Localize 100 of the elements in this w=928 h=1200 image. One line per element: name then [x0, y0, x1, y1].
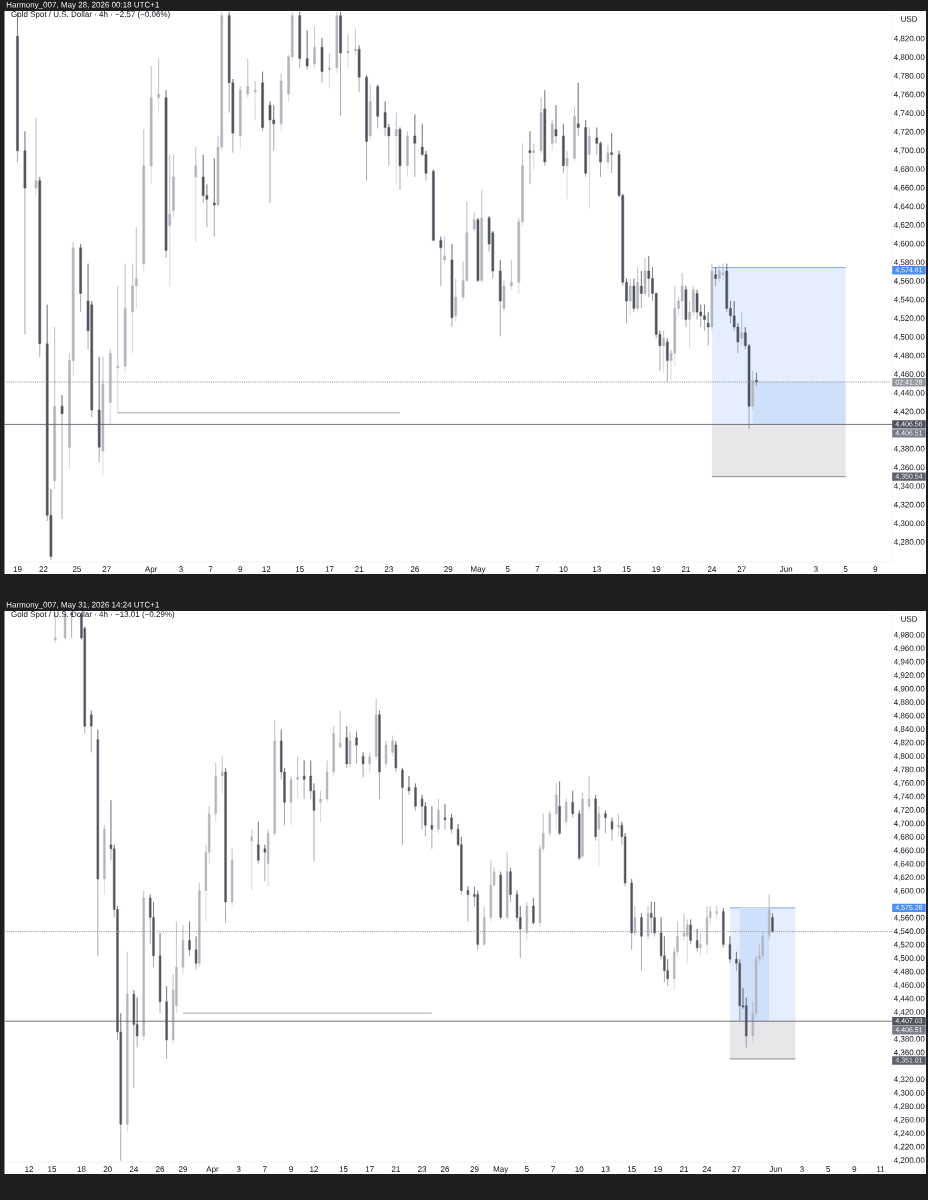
- candlestick: [168, 154, 172, 287]
- candlestick: [263, 844, 267, 882]
- candlestick: [164, 89, 168, 259]
- candlestick: [554, 104, 558, 144]
- candlestick: [401, 767, 404, 845]
- y-tick-label: 4,780.00: [893, 72, 925, 80]
- y-tick-label: 4,380.00: [893, 445, 925, 453]
- y-tick-label: 4,840.00: [893, 726, 925, 733]
- y-tick-label: 4,480.00: [893, 352, 925, 360]
- candlestick: [450, 813, 453, 834]
- candlestick: [319, 790, 322, 823]
- candlestick: [361, 752, 365, 778]
- candlestick: [414, 783, 417, 811]
- candlestick: [354, 28, 357, 56]
- candlestick: [628, 278, 632, 317]
- candlestick: [751, 370, 755, 411]
- y-tick-label: 4,720.00: [893, 128, 925, 136]
- x-tick-label: 19: [652, 566, 661, 572]
- y-tick-label: 4,480.00: [893, 968, 925, 976]
- candlestick: [706, 311, 710, 346]
- candlestick: [502, 280, 506, 313]
- candlestick: [480, 189, 483, 283]
- candlestick: [550, 119, 554, 152]
- y-tick-label: 4,600.00: [893, 887, 925, 895]
- x-tick-label: 9: [289, 1166, 293, 1172]
- candlestick: [357, 45, 361, 93]
- candlestick: [705, 905, 709, 955]
- y-tick-label: 4,320.00: [893, 501, 925, 509]
- candlestick: [476, 217, 480, 283]
- y-tick-label: 4,900.00: [893, 685, 925, 693]
- x-tick-label: 29: [178, 1166, 188, 1172]
- y-axis-title: USD: [901, 616, 918, 622]
- candlestick: [407, 775, 411, 796]
- candlestick: [768, 894, 771, 941]
- candlestick: [728, 936, 732, 964]
- y-tick-label: 4,280.00: [893, 1103, 925, 1111]
- candlestick: [555, 783, 558, 830]
- candlestick: [509, 867, 512, 903]
- candlestick: [539, 97, 543, 155]
- candlestick: [339, 11, 342, 117]
- x-tick-label: 21: [355, 566, 364, 572]
- x-tick-label: 15: [48, 1166, 57, 1172]
- candlestick: [564, 798, 568, 826]
- x-tick-label: 20: [103, 1166, 112, 1172]
- x-tick-label: Apr: [206, 1166, 219, 1174]
- chart-title: Gold Spot / U.S. Dollar · 4h · −13.01 (−0.29%): [11, 611, 175, 619]
- x-tick-label: 21: [391, 1166, 400, 1172]
- candlestick: [391, 735, 394, 757]
- candlestick: [528, 131, 532, 185]
- y-tick-label: 4,500.00: [893, 955, 925, 962]
- candlestick: [34, 117, 38, 196]
- candlestick: [584, 119, 587, 178]
- candlestick: [355, 731, 358, 765]
- x-tick-label: 3: [800, 1166, 804, 1172]
- candlestick: [279, 73, 283, 132]
- candlestick: [268, 101, 272, 204]
- candlestick: [640, 913, 643, 971]
- candlestick: [565, 150, 569, 200]
- y-tick-label: 4,460.00: [893, 371, 925, 378]
- candlestick: [710, 263, 714, 332]
- y-tick-label: 4,760.00: [893, 91, 925, 99]
- candlestick: [23, 131, 27, 335]
- candlestick: [305, 30, 309, 70]
- candlestick: [348, 731, 352, 769]
- candlestick: [695, 928, 699, 953]
- candlestick: [653, 901, 656, 937]
- candlestick: [630, 878, 633, 951]
- candlestick: [172, 154, 175, 219]
- candlestick: [578, 810, 581, 861]
- candlestick: [96, 729, 99, 957]
- x-tick-label: 24: [707, 566, 717, 572]
- candlestick: [194, 936, 198, 970]
- candlestick: [646, 905, 650, 941]
- candlestick: [443, 804, 447, 830]
- candlestick: [332, 725, 335, 777]
- y-tick-label: 4,640.00: [893, 203, 925, 211]
- y-tick-label: 4,520.00: [893, 941, 925, 949]
- candlestick: [472, 212, 476, 234]
- candlestick: [543, 89, 547, 166]
- candlestick: [715, 905, 718, 920]
- x-tick-label: Apr: [144, 566, 158, 574]
- candlestick: [142, 890, 145, 1041]
- x-tick-label: 5: [524, 1166, 529, 1172]
- y-tick-label: 4,520.00: [893, 315, 925, 322]
- candlestick: [194, 146, 198, 243]
- y-tick-label: 4,920.00: [893, 672, 925, 679]
- y-tick-label: 4,800.00: [893, 753, 925, 760]
- x-tick-label: 11: [877, 1166, 885, 1172]
- candlestick: [253, 80, 257, 121]
- y-tick-label: 4,360.00: [893, 464, 925, 472]
- candlestick: [158, 932, 162, 1014]
- x-tick-label: 19: [654, 1166, 662, 1172]
- x-tick-label: 19: [13, 566, 22, 572]
- candlestick: [643, 257, 647, 298]
- x-tick-label: 7: [263, 1166, 267, 1172]
- x-tick-label: 18: [77, 1166, 86, 1172]
- y-tick-label: 4,560.00: [893, 278, 925, 285]
- x-tick-label: Jun: [769, 1166, 782, 1172]
- candlestick: [239, 86, 242, 150]
- candlestick: [123, 263, 127, 373]
